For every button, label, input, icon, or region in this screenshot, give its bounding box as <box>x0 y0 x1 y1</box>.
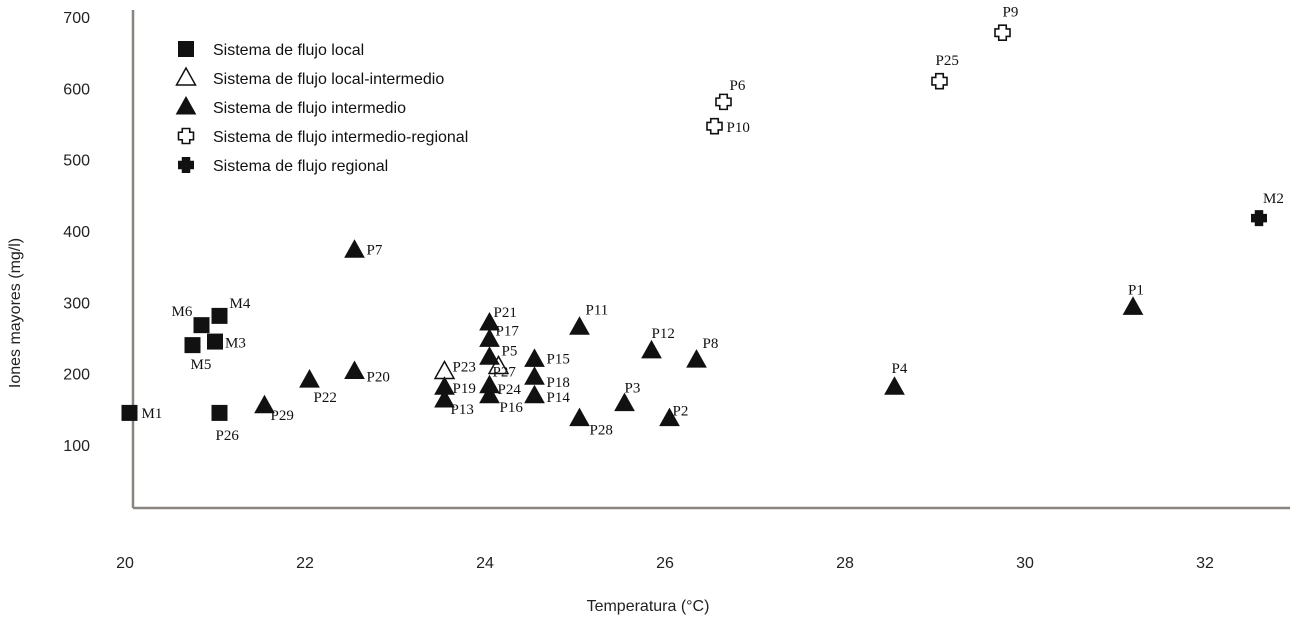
point-label: P2 <box>673 404 689 420</box>
y-tick-label: 100 <box>63 438 90 455</box>
data-point <box>479 346 500 365</box>
data-point <box>715 93 732 111</box>
y-tick-labels: 100 200 300 400 500 600 700 <box>63 10 90 455</box>
data-point <box>931 72 948 90</box>
point-label: P16 <box>500 400 524 416</box>
legend-marker <box>177 127 195 145</box>
legend-marker <box>178 41 194 57</box>
y-tick-label: 600 <box>63 81 90 98</box>
point-label: P6 <box>730 78 746 94</box>
point-label: P26 <box>216 428 240 444</box>
data-point <box>994 24 1011 41</box>
data-point <box>1251 210 1267 227</box>
data-point <box>524 348 545 367</box>
point-label: P27 <box>493 365 517 381</box>
data-point <box>211 404 228 421</box>
point-label: P14 <box>547 390 571 406</box>
legend-marker <box>178 157 194 173</box>
data-point <box>479 384 500 404</box>
data-point <box>184 337 201 354</box>
point-label: P9 <box>1003 5 1019 21</box>
point-label: P13 <box>451 402 474 418</box>
point-label: P22 <box>314 390 337 406</box>
legend-entry: Sistema de flujo intermedio <box>213 100 406 117</box>
x-tick-label: 32 <box>1196 555 1214 572</box>
x-tick-label: 22 <box>296 555 314 572</box>
point-label: P29 <box>271 408 294 424</box>
data-point <box>207 333 223 350</box>
point-label: P1 <box>1128 282 1144 298</box>
point-label: P4 <box>892 361 908 377</box>
point-label: P21 <box>494 305 517 321</box>
data-point <box>487 354 510 375</box>
x-tick-label: 26 <box>656 555 674 572</box>
point-label: P18 <box>547 375 570 391</box>
y-tick-label: 400 <box>63 224 90 241</box>
point-label: M2 <box>1263 191 1284 207</box>
legend-marker <box>175 95 197 115</box>
data-point <box>254 394 275 414</box>
legend-marker <box>175 66 197 86</box>
point-label: P24 <box>498 382 522 398</box>
x-tick-labels: 20 22 24 26 28 30 32 <box>116 555 1214 572</box>
legend: Sistema de flujo local Sistema de flujo l… <box>175 41 468 175</box>
point-label: M4 <box>230 296 251 312</box>
x-axis-title: Temperatura (°C) <box>587 598 710 615</box>
y-tick-label: 200 <box>63 367 90 384</box>
point-label: P23 <box>453 360 476 376</box>
data-point <box>614 392 635 412</box>
point-label: P15 <box>547 351 570 367</box>
data-point <box>299 369 320 388</box>
y-axis-title: Iones mayores (mg/l) <box>7 238 24 388</box>
data-point <box>569 316 590 335</box>
data-point <box>1122 296 1144 315</box>
legend-entry: Sistema de flujo local <box>213 42 364 59</box>
data-point <box>434 389 455 408</box>
legend-entry: Sistema de flujo local-intermedio <box>213 71 444 88</box>
data-point <box>706 117 723 135</box>
point-label: P25 <box>936 53 959 69</box>
x-tick-label: 20 <box>116 555 134 572</box>
point-label: P7 <box>367 242 383 258</box>
point-label: P5 <box>502 343 518 359</box>
y-tick-label: 500 <box>63 153 90 170</box>
data-point <box>569 407 590 427</box>
point-label: P10 <box>727 120 750 136</box>
legend-entry: Sistema de flujo regional <box>213 158 388 175</box>
data-point <box>211 307 228 324</box>
data-point <box>433 359 456 380</box>
data-point <box>524 384 545 404</box>
data-point <box>193 317 210 334</box>
point-label: P28 <box>590 423 613 439</box>
point-label: P11 <box>586 302 609 318</box>
data-point <box>344 239 365 258</box>
point-label: P8 <box>703 336 719 352</box>
point-label: P17 <box>496 323 520 339</box>
data-point <box>686 349 707 368</box>
point-label: M5 <box>191 357 212 373</box>
data-point <box>524 366 545 385</box>
point-label: P20 <box>367 370 390 386</box>
data-point <box>121 404 138 421</box>
y-tick-label: 300 <box>63 295 90 312</box>
point-label: P3 <box>625 381 641 397</box>
x-tick-label: 24 <box>476 555 494 572</box>
point-label: M6 <box>172 304 193 320</box>
point-label: P12 <box>652 326 675 342</box>
data-point <box>344 360 365 380</box>
data-points: M1 M6 M4 M3 M5 P26 P23 P27 P7 P29 P22 P20 P21 P17 P5 P1… <box>121 5 1284 444</box>
point-label: M3 <box>225 336 246 352</box>
y-tick-label: 700 <box>63 10 90 27</box>
axes <box>131 10 1290 510</box>
data-point <box>641 339 662 359</box>
x-tick-label: 30 <box>1016 555 1034 572</box>
legend-entry: Sistema de flujo intermedio-regional <box>213 129 468 146</box>
point-label: M1 <box>142 406 163 422</box>
x-tick-label: 28 <box>836 555 854 572</box>
point-label: P19 <box>453 381 476 397</box>
data-point <box>659 407 680 427</box>
data-point <box>884 376 905 395</box>
